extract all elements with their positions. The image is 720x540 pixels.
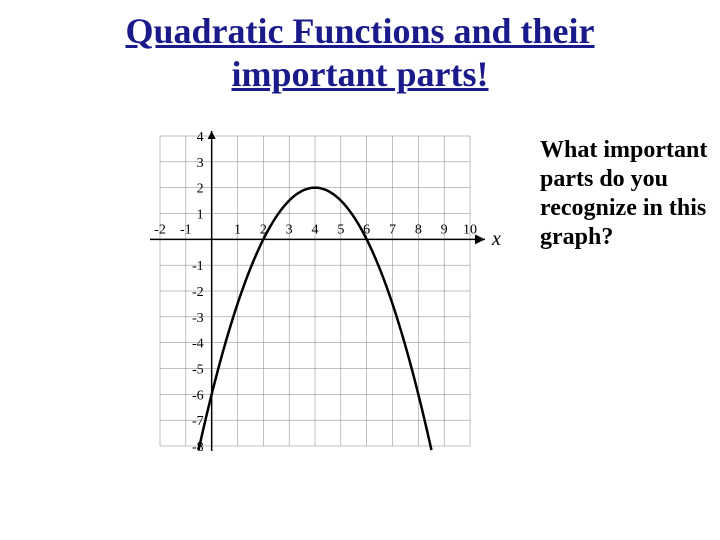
svg-text:-8: -8 [192, 440, 204, 455]
content-area: -2-1123456789101234-1-2-3-4-5-6-7-8 x Wh… [0, 126, 720, 466]
svg-text:1: 1 [234, 223, 241, 238]
x-axis-label: x [492, 228, 501, 251]
svg-text:8: 8 [415, 223, 422, 238]
parabola-chart: -2-1123456789101234-1-2-3-4-5-6-7-8 [80, 126, 500, 466]
title-line-1: Quadratic Functions and their [125, 11, 594, 51]
svg-text:-2: -2 [154, 223, 166, 238]
chart-container: -2-1123456789101234-1-2-3-4-5-6-7-8 x [80, 126, 500, 466]
svg-text:5: 5 [337, 223, 344, 238]
svg-text:3: 3 [286, 223, 293, 238]
svg-text:-1: -1 [180, 223, 192, 238]
svg-text:4: 4 [312, 223, 319, 238]
svg-text:2: 2 [197, 182, 204, 197]
svg-text:10: 10 [463, 223, 477, 238]
svg-text:1: 1 [197, 208, 204, 223]
svg-text:-3: -3 [192, 311, 204, 326]
svg-text:4: 4 [197, 130, 204, 145]
svg-text:-1: -1 [192, 260, 204, 275]
svg-text:-4: -4 [192, 337, 204, 352]
slide-title: Quadratic Functions and their important … [0, 0, 720, 96]
svg-text:-2: -2 [192, 285, 204, 300]
svg-text:9: 9 [441, 223, 448, 238]
svg-text:7: 7 [389, 223, 396, 238]
svg-text:-6: -6 [192, 389, 204, 404]
title-line-2: important parts! [232, 54, 489, 94]
svg-text:3: 3 [197, 156, 204, 171]
question-text: What important parts do you recognize in… [540, 136, 710, 466]
svg-text:-7: -7 [192, 415, 204, 430]
svg-text:-5: -5 [192, 363, 204, 378]
